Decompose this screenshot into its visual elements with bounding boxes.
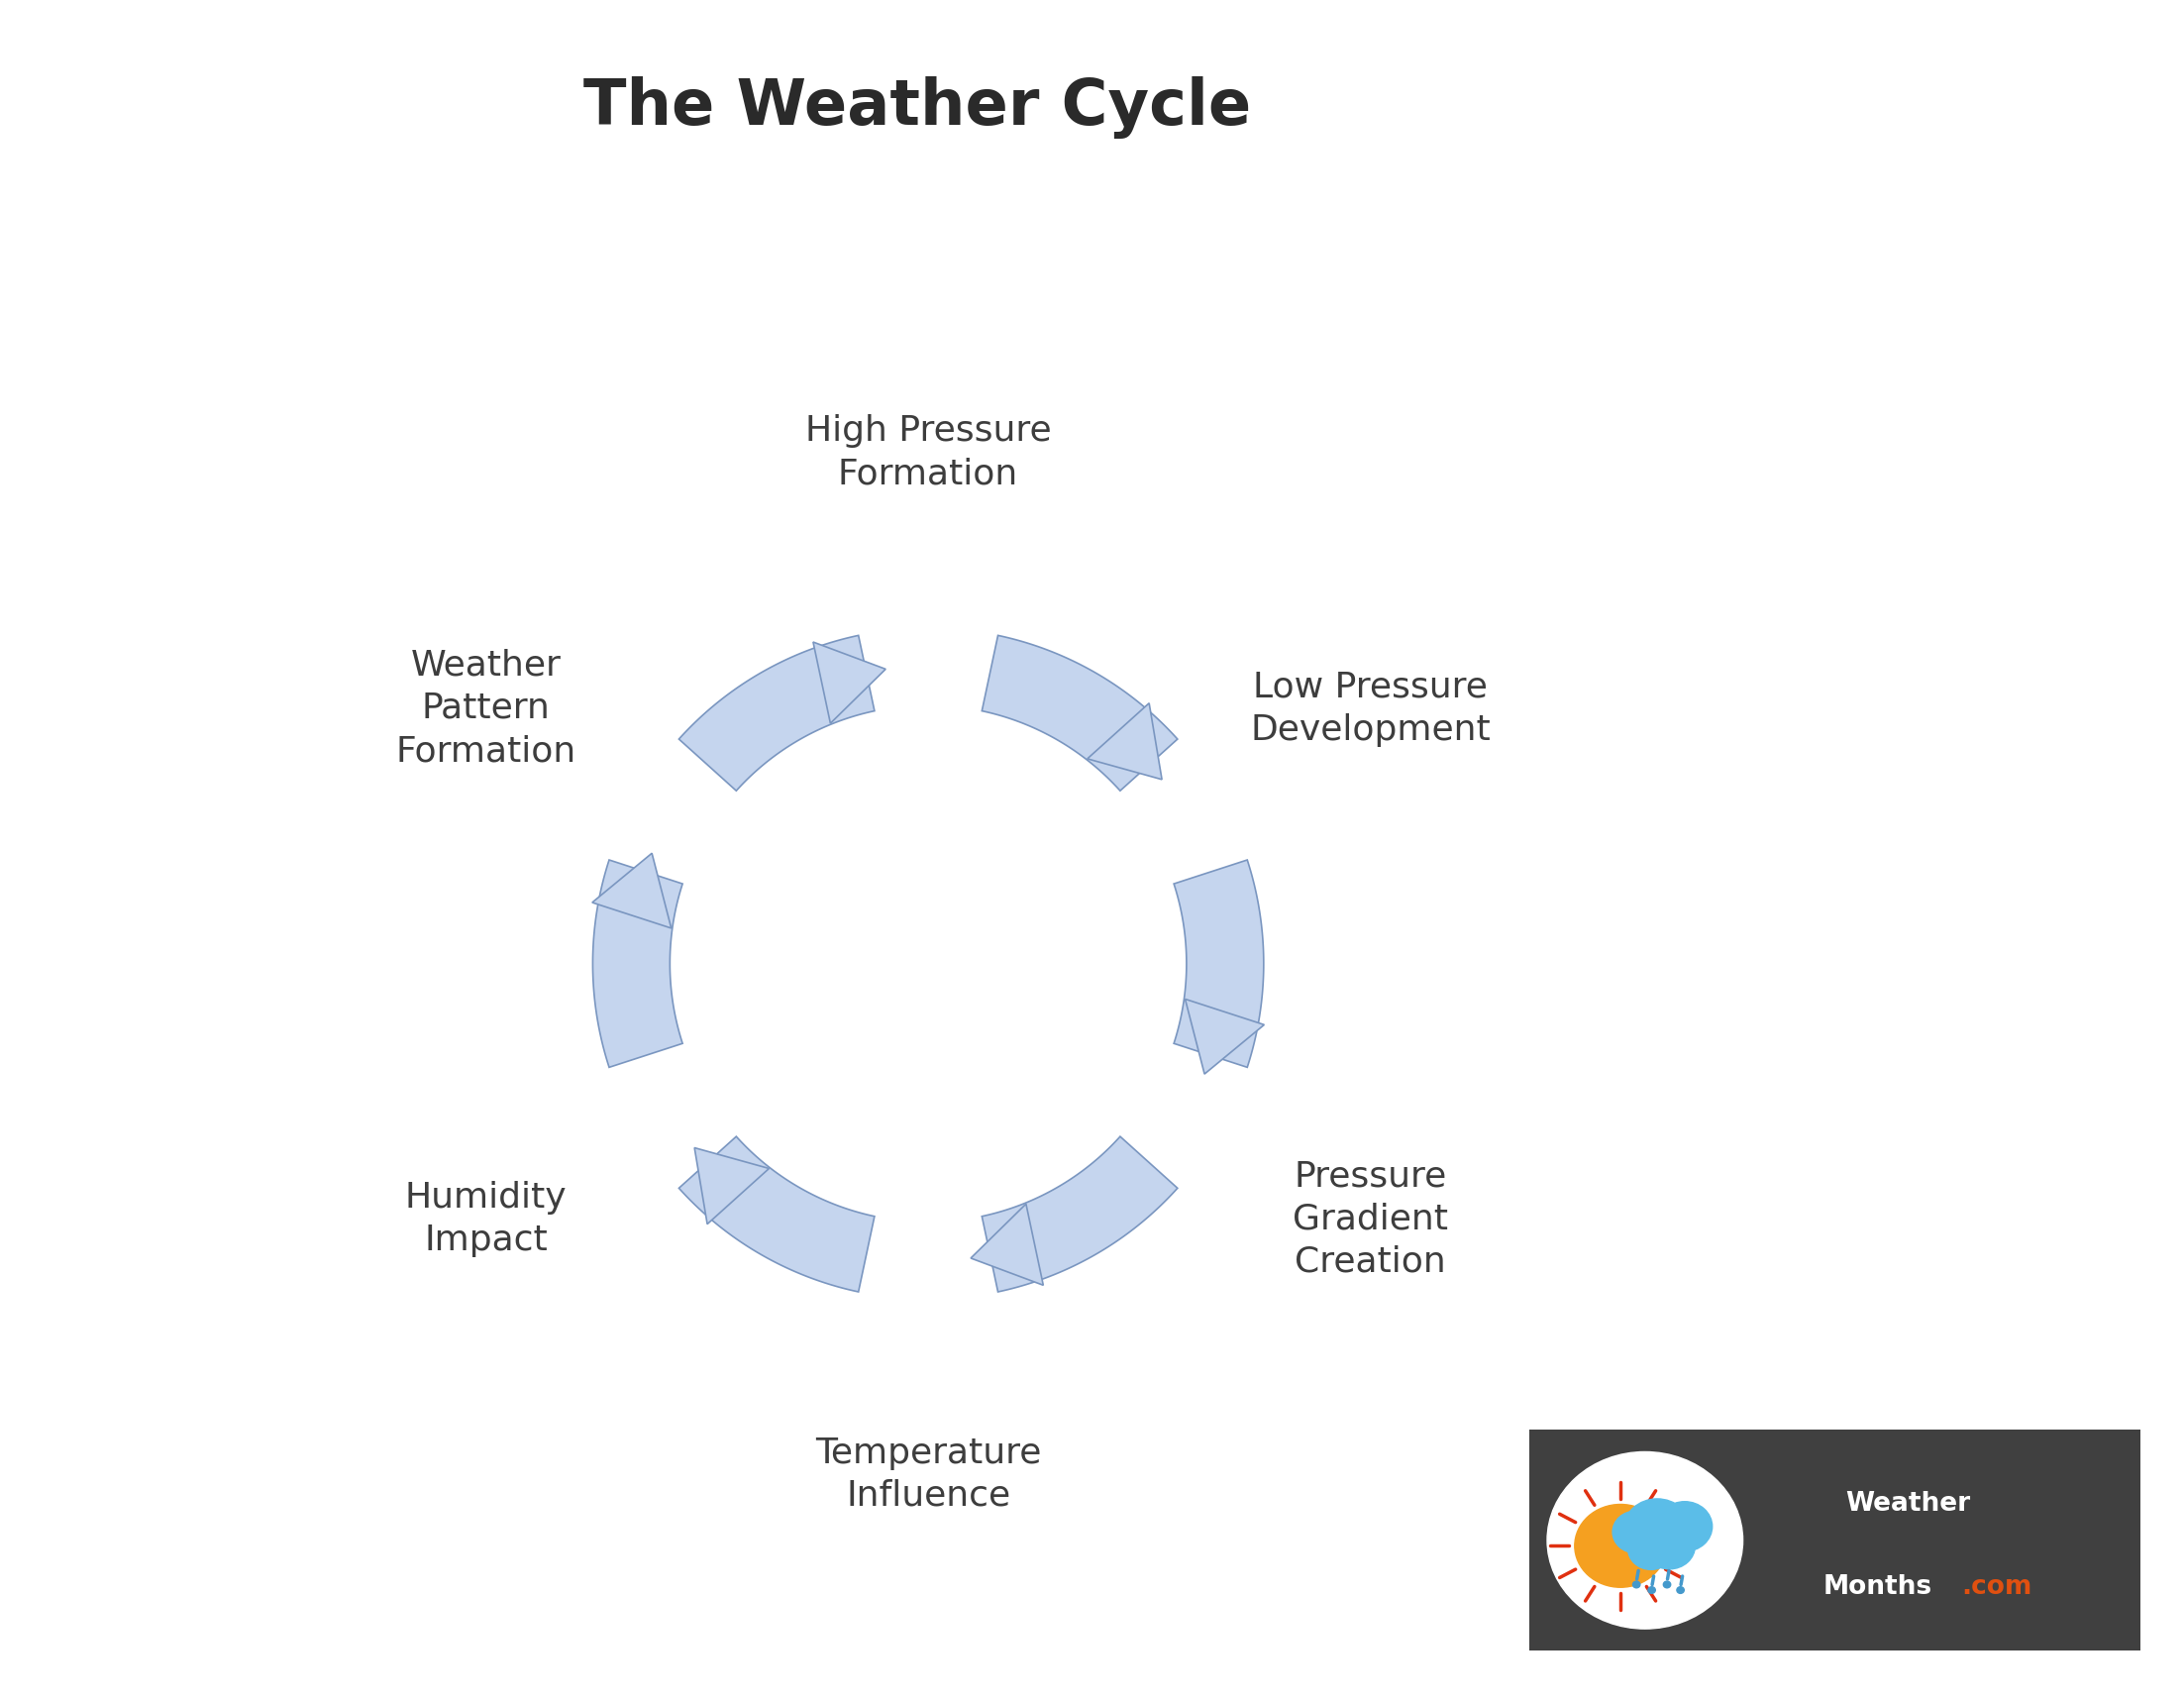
Circle shape xyxy=(1634,1581,1640,1588)
FancyBboxPatch shape xyxy=(1514,1416,2156,1665)
Text: Low Pressure
Development: Low Pressure Development xyxy=(1249,671,1492,747)
Circle shape xyxy=(1664,1581,1671,1588)
Polygon shape xyxy=(1088,703,1162,780)
Text: Weather
Pattern
Formation: Weather Pattern Formation xyxy=(395,648,577,768)
Polygon shape xyxy=(983,1137,1177,1292)
Text: High Pressure
Formation: High Pressure Formation xyxy=(806,415,1051,492)
Polygon shape xyxy=(970,1203,1044,1285)
Circle shape xyxy=(1645,1523,1695,1569)
Circle shape xyxy=(1623,1499,1690,1559)
Polygon shape xyxy=(679,1137,874,1292)
Text: Months: Months xyxy=(1824,1574,1933,1600)
Polygon shape xyxy=(812,642,887,723)
Polygon shape xyxy=(983,635,1177,791)
Polygon shape xyxy=(1186,999,1265,1074)
Text: Temperature
Influence: Temperature Influence xyxy=(815,1436,1042,1513)
Circle shape xyxy=(1658,1501,1712,1552)
Text: Pressure
Gradient
Creation: Pressure Gradient Creation xyxy=(1293,1159,1448,1278)
Polygon shape xyxy=(592,853,670,928)
Circle shape xyxy=(1612,1511,1660,1552)
Polygon shape xyxy=(1173,860,1265,1067)
Polygon shape xyxy=(679,635,874,791)
Circle shape xyxy=(1575,1505,1666,1588)
Text: The Weather Cycle: The Weather Cycle xyxy=(583,77,1251,140)
Circle shape xyxy=(1677,1586,1684,1593)
Polygon shape xyxy=(592,860,684,1067)
Circle shape xyxy=(1627,1528,1675,1569)
Circle shape xyxy=(1649,1586,1655,1593)
Text: Humidity
Impact: Humidity Impact xyxy=(404,1181,568,1258)
Text: Weather: Weather xyxy=(1845,1491,1970,1516)
Text: .com: .com xyxy=(1961,1574,2031,1600)
Circle shape xyxy=(1546,1452,1743,1629)
Polygon shape xyxy=(695,1147,769,1224)
